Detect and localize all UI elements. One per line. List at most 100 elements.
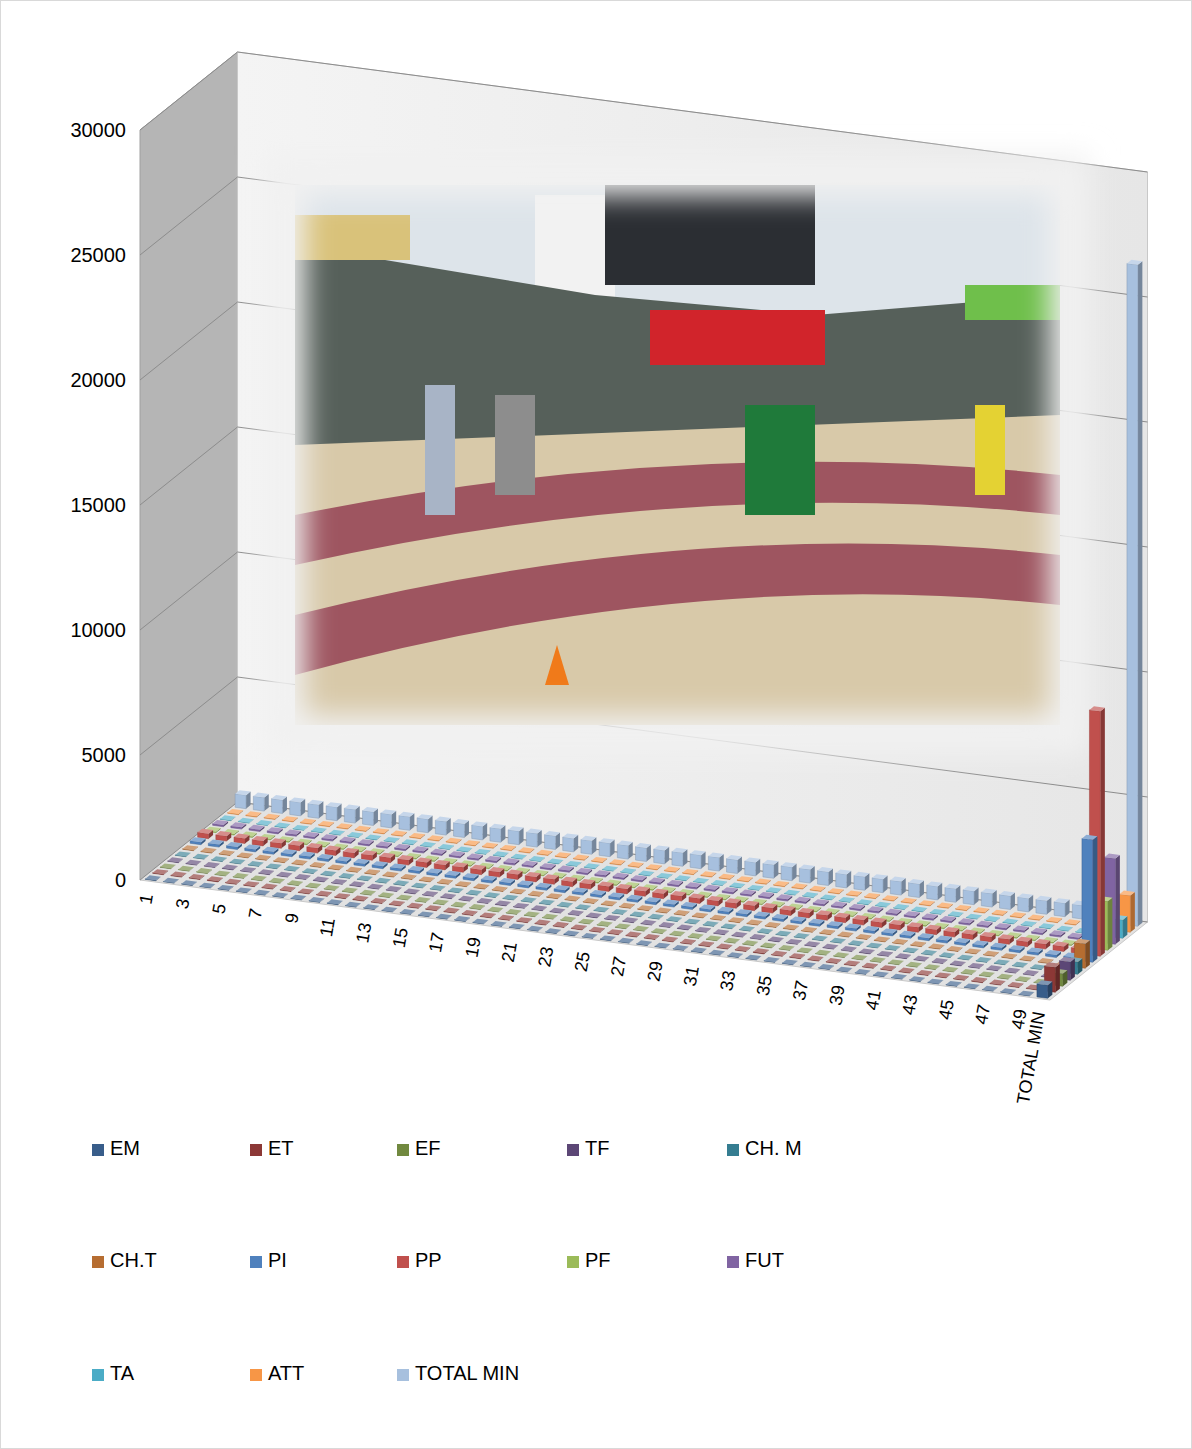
photo-scoreboard (605, 185, 815, 285)
bar-3d (1057, 926, 1072, 931)
bar-top (361, 850, 376, 855)
bar-3d (981, 889, 996, 908)
bar-top (649, 878, 664, 883)
bar-top (865, 893, 880, 898)
bar-3d (208, 840, 223, 848)
bar-3d (831, 902, 846, 909)
bar-3d (889, 920, 904, 930)
bar-top (245, 844, 260, 849)
bar-top (445, 871, 460, 876)
bar-top (528, 891, 543, 896)
bar-top (263, 847, 278, 852)
bar-3d (513, 903, 528, 908)
bar-3d (882, 928, 897, 936)
bar-top (656, 908, 671, 913)
bar-top (882, 928, 897, 933)
bar-top (945, 884, 960, 889)
bar (235, 794, 246, 809)
bar-top (434, 860, 449, 865)
bar-3d (805, 941, 820, 946)
chart: 0500010000150002000025000300001357911131… (0, 0, 1192, 1449)
bar-top (1050, 930, 1065, 935)
bar-top (485, 892, 500, 897)
bar-top (249, 825, 264, 830)
bar-3d (719, 874, 734, 880)
bar-3d (859, 949, 874, 954)
bar-top (216, 831, 231, 836)
bar-top (259, 869, 274, 874)
bar-top (175, 851, 190, 856)
bar-3d (763, 860, 778, 879)
bar-top (791, 916, 806, 921)
bar-3d (955, 938, 970, 946)
bar-3d (773, 914, 788, 922)
bar-3d (883, 895, 898, 901)
bar-top (835, 913, 850, 918)
bar-3d (219, 850, 234, 856)
bar-top (613, 873, 628, 878)
bar-top (454, 819, 469, 824)
bar-3d (729, 917, 744, 923)
bar-3d (649, 878, 664, 885)
bar-3d (612, 909, 627, 914)
bar-top (838, 932, 853, 937)
bar-top (395, 844, 410, 849)
bar-3d (366, 835, 381, 840)
photo-track (295, 415, 1060, 725)
bar-top (501, 845, 516, 850)
bar-top (871, 917, 886, 922)
bar-3d (956, 905, 971, 911)
bar-top (985, 916, 1000, 921)
bar-top (1089, 706, 1104, 711)
bar-top (799, 865, 814, 870)
bar-top (922, 914, 937, 919)
bar-3d (365, 869, 380, 875)
bar-top (495, 901, 510, 906)
bar-side (1130, 892, 1135, 932)
bar (727, 859, 738, 874)
bar-3d (548, 859, 563, 864)
bar-3d (212, 856, 227, 861)
bar-top (422, 891, 437, 896)
bar-3d (701, 871, 716, 877)
bar-top (1002, 953, 1017, 958)
bar-3d (402, 839, 417, 844)
bar-3d (284, 866, 299, 871)
bar-3d (522, 861, 537, 868)
bar-3d (357, 875, 372, 880)
bar-3d (795, 897, 810, 904)
bar-top (638, 905, 653, 910)
bar-3d (748, 885, 763, 890)
bar-top (565, 896, 580, 901)
bar-3d (308, 800, 323, 819)
bar-top (701, 871, 716, 876)
bar-3d (995, 923, 1010, 930)
bar-3d (186, 860, 201, 865)
bar-top (963, 886, 978, 891)
bar-3d (1002, 953, 1017, 959)
bar-top (504, 858, 519, 863)
bar-top (402, 839, 417, 844)
bar-3d (431, 849, 446, 856)
bar-top (482, 843, 497, 848)
bar-3d (562, 877, 577, 887)
bar-3d (592, 857, 607, 863)
bar-3d (1054, 898, 1069, 917)
bar-top (413, 846, 428, 851)
bar-3d (675, 875, 690, 880)
chart-frame (1, 1, 1192, 1449)
bar-3d (664, 867, 679, 873)
bar (326, 806, 337, 821)
bar-3d (619, 903, 634, 909)
bar-top (363, 807, 378, 812)
bar (1127, 263, 1138, 926)
bar-3d (901, 898, 916, 904)
bar-top (456, 881, 471, 886)
bar-3d (354, 859, 369, 867)
bar-3d (708, 853, 723, 872)
bar-3d (292, 860, 307, 866)
bar-3d (1036, 896, 1051, 915)
bar-top (803, 892, 818, 897)
y-tick-label: 5000 (82, 744, 127, 766)
bar-top (722, 887, 737, 892)
